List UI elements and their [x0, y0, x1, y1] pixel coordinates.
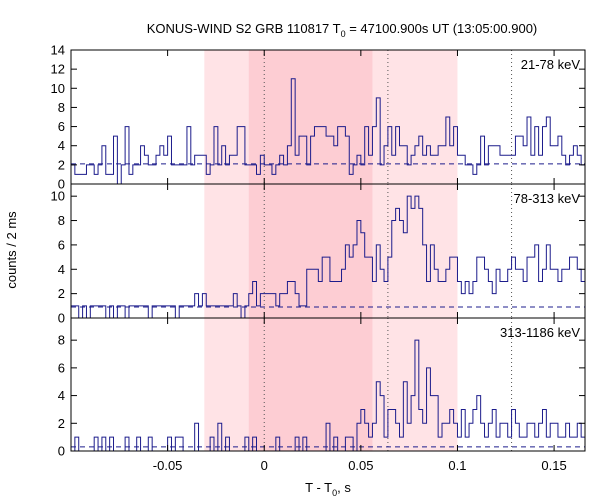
y-tick-label-6-panel-2: 6 — [58, 237, 65, 252]
y-tick-label-8-panel-1: 8 — [58, 100, 65, 115]
plot-area: 0 2 4 6 8 10 12 14 21-78 keV 0 2 4 6 8 10 78-313 keV 0 2 4… — [51, 43, 586, 473]
y-tick-label-2-panel-2: 2 — [58, 286, 65, 301]
x-tick-label-1: 0 — [261, 458, 268, 473]
shaded-interval-2-panel-3 — [248, 318, 373, 451]
y-tick-label-6-panel-3: 6 — [58, 360, 65, 375]
y-tick-label-0-panel-2: 0 — [58, 311, 65, 326]
y-axis-title: counts / 2 ms — [4, 211, 19, 289]
x-axis-title: T - T0, s — [305, 480, 351, 498]
y-tick-label-8-panel-2: 8 — [58, 213, 65, 228]
y-tick-label-4-panel-2: 4 — [58, 262, 65, 277]
x-tick-label-2: 0.05 — [348, 458, 373, 473]
y-tick-label-2-panel-1: 2 — [58, 157, 65, 172]
chart-title: KONUS-WIND S2 GRB 110817 T0 = 47100.900s… — [147, 21, 538, 39]
x-tick-label-4: 0.15 — [541, 458, 566, 473]
energy-band-label-panel-2: 78-313 keV — [514, 191, 581, 206]
y-tick-label-4-panel-3: 4 — [58, 388, 65, 403]
histogram-series-panel-2 — [71, 195, 585, 319]
histogram-series-panel-1 — [71, 78, 585, 185]
y-tick-label-4-panel-1: 4 — [58, 138, 65, 153]
energy-band-label-panel-3: 313-1186 keV — [500, 325, 580, 340]
y-tick-label-2-panel-3: 2 — [58, 416, 65, 431]
y-tick-label-8-panel-3: 8 — [58, 333, 65, 348]
shaded-interval-2-panel-2 — [248, 184, 373, 318]
x-tick-label-0: -0.05 — [153, 458, 183, 473]
energy-band-label-panel-1: 21-78 keV — [521, 57, 581, 72]
y-tick-label-12-panel-1: 12 — [51, 62, 65, 77]
y-tick-label-14-panel-1: 14 — [51, 43, 65, 58]
y-tick-label-0-panel-3: 0 — [58, 444, 65, 459]
y-tick-label-10-panel-1: 10 — [51, 81, 65, 96]
x-tick-label-3: 0.1 — [448, 458, 466, 473]
panel-frame-3 — [70, 317, 586, 452]
y-tick-label-10-panel-2: 10 — [51, 189, 65, 204]
y-tick-label-0-panel-1: 0 — [58, 177, 65, 192]
y-tick-label-6-panel-1: 6 — [58, 119, 65, 134]
